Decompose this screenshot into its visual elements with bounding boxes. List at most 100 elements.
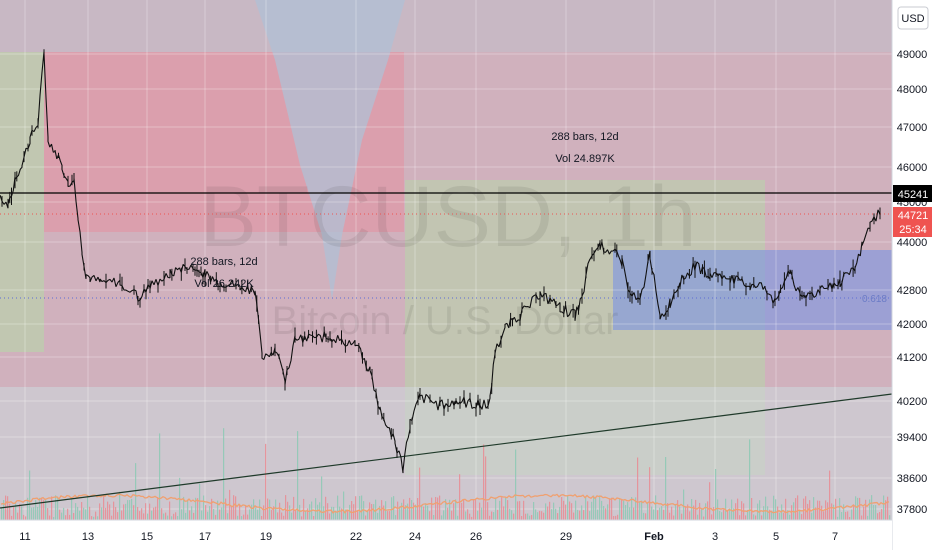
volume-bar-234 <box>469 513 471 520</box>
y-tick-label-9: 46000 <box>897 162 928 174</box>
volume-bar-277 <box>555 508 557 520</box>
volume-bar-316 <box>633 507 635 520</box>
volume-bar-179 <box>359 496 361 520</box>
volume-bar-69 <box>139 511 141 520</box>
currency-button[interactable]: USD <box>897 6 929 30</box>
volume-bar-317 <box>635 497 637 520</box>
volume-bar-113 <box>227 513 229 520</box>
volume-bar-195 <box>391 497 393 520</box>
volume-bar-62 <box>125 503 127 520</box>
volume-bar-305 <box>611 497 613 520</box>
volume-bar-119 <box>239 504 241 520</box>
volume-bar-393 <box>787 510 789 520</box>
volume-bar-57 <box>115 507 117 520</box>
price-axis[interactable] <box>892 0 932 550</box>
volume-bar-254 <box>509 508 511 520</box>
currency-button-label[interactable]: USD <box>901 13 924 25</box>
volume-bar-381 <box>763 506 765 520</box>
volume-bar-342 <box>685 506 687 520</box>
volume-bar-295 <box>591 501 593 520</box>
volume-bar-22 <box>45 499 47 520</box>
volume-bar-366 <box>733 508 735 520</box>
y-tick-label-3: 40200 <box>897 396 928 408</box>
volume-bar-253 <box>507 500 509 520</box>
volume-bar-214 <box>429 511 431 520</box>
volume-bar-228 <box>457 515 459 520</box>
volume-bar-351 <box>703 516 705 520</box>
annotation-2-line-1: 288 bars, 12d <box>190 256 257 268</box>
y-tick-label-0: 37800 <box>897 504 928 516</box>
volume-bar-249 <box>499 500 501 520</box>
volume-bar-272 <box>545 503 547 520</box>
volume-bar-363 <box>727 509 729 520</box>
volume-bar-170 <box>341 508 343 520</box>
volume-bar-350 <box>701 508 703 520</box>
volume-bar-264 <box>529 515 531 520</box>
volume-bar-66 <box>133 505 135 520</box>
volume-bar-99 <box>199 483 201 520</box>
volume-bar-348 <box>697 514 699 520</box>
volume-bar-245 <box>491 511 493 520</box>
y-tick-label-2: 39400 <box>897 432 928 444</box>
volume-bar-26 <box>53 517 55 520</box>
volume-bar-187 <box>375 499 377 520</box>
volume-bar-97 <box>195 497 197 520</box>
volume-bar-172 <box>345 509 347 520</box>
volume-bar-78 <box>157 497 159 520</box>
volume-bar-100 <box>201 510 203 520</box>
volume-bar-262 <box>525 513 527 520</box>
volume-bar-326 <box>653 509 655 520</box>
volume-bar-310 <box>621 500 623 520</box>
volume-bar-121 <box>243 514 245 520</box>
volume-bar-333 <box>667 503 669 520</box>
volume-bar-296 <box>593 495 595 520</box>
volume-bar-397 <box>795 498 797 520</box>
volume-bar-116 <box>233 495 235 520</box>
volume-bar-441 <box>883 495 885 520</box>
volume-bar-298 <box>597 509 599 520</box>
volume-bar-208 <box>417 498 419 520</box>
volume-bar-212 <box>425 503 427 520</box>
volume-bar-374 <box>749 439 751 520</box>
volume-bar-171 <box>343 491 345 520</box>
currency-button-box[interactable] <box>897 6 929 30</box>
volume-bar-399 <box>799 509 801 520</box>
gann-fan-shape <box>255 0 405 300</box>
volume-bar-86 <box>173 513 175 520</box>
volume-bar-231 <box>463 499 465 520</box>
volume-bar-107 <box>215 514 217 520</box>
volume-bar-67 <box>135 463 137 520</box>
price-tag-45241-bg <box>893 185 932 202</box>
volume-bar-76 <box>153 507 155 520</box>
volume-bar-241 <box>483 444 485 520</box>
volume-bar-24 <box>49 515 51 520</box>
volume-bar-87 <box>175 512 177 520</box>
volume-bar-419 <box>839 498 841 520</box>
volume-bar-359 <box>719 511 721 520</box>
volume-bar-59 <box>119 491 121 520</box>
volume-bar-109 <box>219 509 221 520</box>
volume-bar-377 <box>755 515 757 520</box>
volume-bar-438 <box>877 513 879 520</box>
volume-bar-55 <box>111 515 113 520</box>
volume-bar-349 <box>699 502 701 520</box>
volume-bar-30 <box>61 512 63 520</box>
annotation-1-line-2: Vol 24.897K <box>555 153 615 165</box>
volume-bar-40 <box>81 502 83 520</box>
volume-bar-385 <box>771 510 773 520</box>
volume-bar-188 <box>377 512 379 520</box>
volume-bar-20 <box>41 497 43 520</box>
volume-bar-126 <box>253 499 255 520</box>
volume-bar-194 <box>389 511 391 520</box>
volume-bar-153 <box>307 508 309 520</box>
annotation-1-line-1: 288 bars, 12d <box>551 131 618 143</box>
volume-bar-221 <box>443 510 445 520</box>
volume-bar-178 <box>357 510 359 520</box>
volume-bar-256 <box>513 513 515 520</box>
volume-bar-430 <box>861 515 863 520</box>
volume-bar-72 <box>145 503 147 520</box>
time-axis[interactable] <box>0 520 892 550</box>
volume-bar-364 <box>729 508 731 520</box>
x-tick-label-4: 19 <box>260 531 272 543</box>
